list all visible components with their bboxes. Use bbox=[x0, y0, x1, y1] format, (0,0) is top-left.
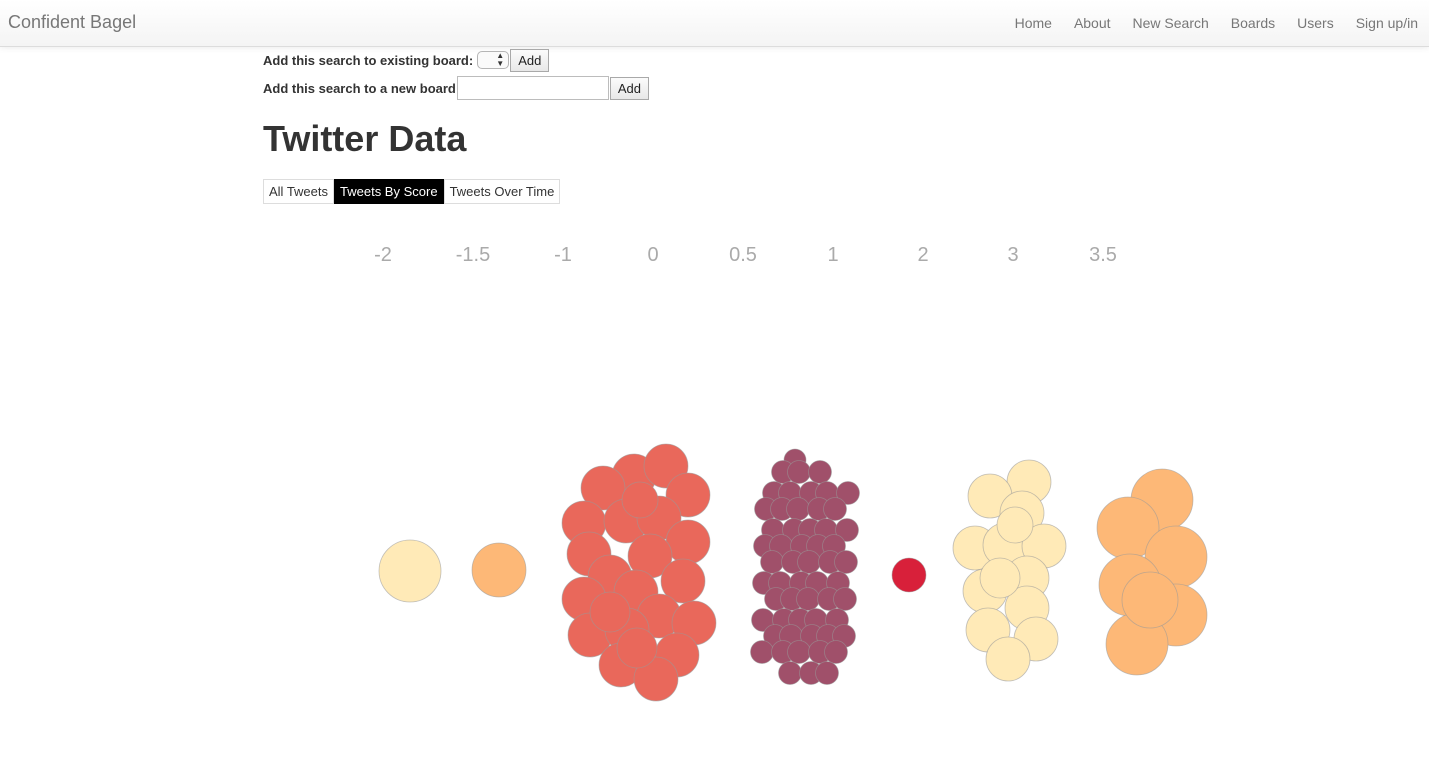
tweet-bubble[interactable] bbox=[378, 539, 442, 603]
tweet-bubble[interactable] bbox=[787, 640, 811, 664]
tab-tweets-over-time[interactable]: Tweets Over Time bbox=[443, 179, 561, 204]
new-board-row: Add this search to a new board Add bbox=[263, 75, 650, 101]
score-tick-label: 0.5 bbox=[729, 244, 757, 266]
tweet-bubble[interactable] bbox=[797, 550, 821, 574]
tweet-bubble[interactable] bbox=[589, 591, 631, 633]
nav-home[interactable]: Home bbox=[1014, 15, 1052, 31]
tab-all-tweets[interactable]: All Tweets bbox=[263, 179, 335, 204]
tweet-bubble[interactable] bbox=[891, 557, 927, 593]
tweet-bubble[interactable] bbox=[823, 497, 847, 521]
existing-board-label: Add this search to existing board: bbox=[263, 52, 474, 68]
tweet-bubble[interactable] bbox=[760, 550, 784, 574]
tweet-bubble[interactable] bbox=[621, 481, 659, 519]
add-existing-board-button[interactable]: Add bbox=[510, 48, 550, 72]
nav-boards[interactable]: Boards bbox=[1230, 15, 1276, 31]
existing-board-row: Add this search to existing board: ▲ ▼ Ad… bbox=[263, 48, 550, 72]
tweet-bubbles bbox=[378, 443, 1208, 702]
score-tick-label: 3 bbox=[1007, 244, 1018, 266]
tweet-bubble[interactable] bbox=[1121, 571, 1179, 629]
new-board-label: Add this search to a new board bbox=[263, 80, 456, 96]
tweet-bubble[interactable] bbox=[750, 640, 774, 664]
tweet-bubble[interactable] bbox=[833, 587, 857, 611]
page-title: Twitter Data bbox=[263, 118, 467, 159]
score-tick-labels: -2 -1.5 -1 0 0.5 1 2 3 3.5 bbox=[374, 244, 1117, 266]
tweet-bubble[interactable] bbox=[815, 661, 839, 685]
nav-sign-up-in[interactable]: Sign up/in bbox=[1355, 15, 1418, 31]
score-tick-label: 1 bbox=[827, 244, 838, 266]
tweet-bubble[interactable] bbox=[787, 460, 811, 484]
score-tick-label: 0 bbox=[647, 244, 658, 266]
nav-links: Home About New Search Boards Users Sign … bbox=[1004, 0, 1429, 46]
tweet-bubble[interactable] bbox=[996, 506, 1034, 544]
tweet-bubble[interactable] bbox=[835, 518, 859, 542]
tweet-bubble[interactable] bbox=[665, 519, 711, 565]
tweet-bubble[interactable] bbox=[985, 636, 1031, 682]
nav-users[interactable]: Users bbox=[1297, 15, 1334, 31]
tweet-bubble[interactable] bbox=[778, 661, 802, 685]
tweet-bubble[interactable] bbox=[660, 558, 706, 604]
existing-board-select[interactable]: ▲ ▼ bbox=[477, 51, 510, 69]
score-tick-label: 3.5 bbox=[1089, 244, 1117, 266]
score-tick-label: -2 bbox=[374, 244, 392, 266]
view-tabs: All Tweets Tweets By Score Tweets Over T… bbox=[263, 179, 561, 204]
tweet-bubble[interactable] bbox=[834, 550, 858, 574]
score-tick-label: 2 bbox=[917, 244, 928, 266]
nav-new-search[interactable]: New Search bbox=[1132, 15, 1209, 31]
new-board-input[interactable] bbox=[456, 76, 609, 100]
tweet-bubble[interactable] bbox=[796, 587, 820, 611]
tweet-bubble[interactable] bbox=[580, 465, 626, 511]
score-tick-label: -1 bbox=[554, 244, 572, 266]
select-arrows-icon: ▲ ▼ bbox=[496, 51, 505, 68]
tab-tweets-by-score[interactable]: Tweets By Score bbox=[334, 179, 444, 204]
tweet-bubble[interactable] bbox=[471, 542, 527, 598]
tweet-bubble[interactable] bbox=[836, 481, 860, 505]
tweet-bubble[interactable] bbox=[979, 557, 1021, 599]
tweet-bubble[interactable] bbox=[786, 497, 810, 521]
add-new-board-button[interactable]: Add bbox=[609, 76, 650, 100]
tweet-bubble[interactable] bbox=[616, 627, 658, 669]
score-tick-label: -1.5 bbox=[456, 244, 490, 266]
brand-link[interactable]: Confident Bagel bbox=[8, 12, 137, 32]
tweet-bubble[interactable] bbox=[824, 640, 848, 664]
tweet-bubble[interactable] bbox=[808, 460, 832, 484]
tweet-bubble[interactable] bbox=[633, 656, 679, 702]
nav-about[interactable]: About bbox=[1073, 15, 1111, 31]
navbar: Confident Bagel Home About New Search Bo… bbox=[0, 0, 1429, 47]
